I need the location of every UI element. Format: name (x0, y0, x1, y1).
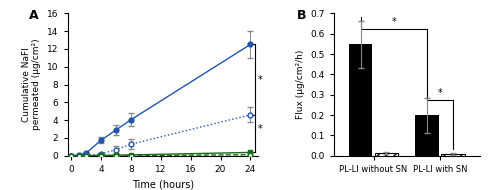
Text: *: * (438, 88, 442, 98)
Text: *: * (258, 75, 262, 85)
Bar (375, 153, 398, 156)
Bar (416, 116, 438, 156)
X-axis label: Time (hours): Time (hours) (132, 179, 194, 189)
Y-axis label: Flux (µg/cm²/h): Flux (µg/cm²/h) (296, 50, 304, 119)
Text: *: * (392, 17, 396, 27)
Text: A: A (30, 9, 39, 22)
Text: B: B (297, 9, 306, 22)
Bar (442, 154, 464, 156)
Text: *: * (258, 124, 262, 134)
Bar (349, 44, 372, 156)
Y-axis label: Cumulative NaFI
permeated (µg/cm²): Cumulative NaFI permeated (µg/cm²) (22, 39, 42, 130)
